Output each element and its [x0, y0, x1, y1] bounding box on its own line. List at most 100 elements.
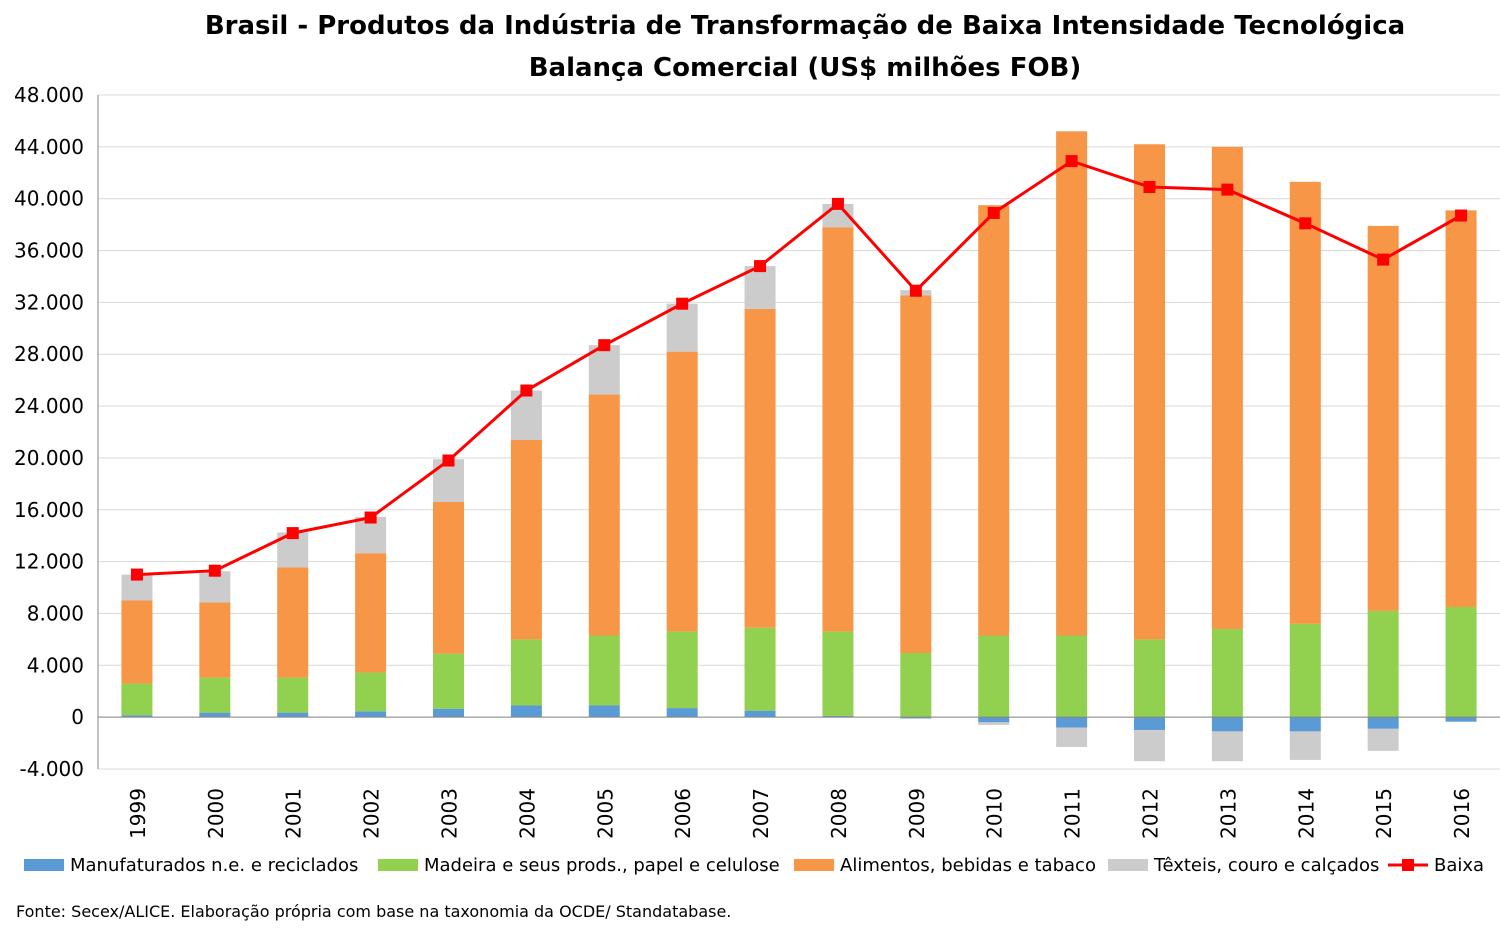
bar-2-2003 — [433, 501, 464, 654]
bar-1-2016 — [1445, 606, 1477, 718]
y-tick-label: 12.000 — [14, 550, 84, 574]
bar-0-2007 — [744, 710, 776, 718]
line-point-2014 — [1299, 217, 1312, 230]
line-series — [130, 155, 1468, 581]
bar-3-2010 — [978, 722, 1010, 725]
y-tick-label: 4.000 — [27, 653, 84, 677]
line-point-2009 — [909, 284, 922, 297]
bar-2-2015 — [1367, 225, 1399, 611]
x-tick-label: 2011 — [1061, 788, 1085, 839]
bar-2-2012 — [1134, 144, 1165, 640]
bar-0-2000 — [199, 712, 231, 718]
bar-3-2004 — [510, 390, 542, 440]
bar-2-1999 — [121, 600, 153, 684]
legend-swatch-0 — [24, 859, 64, 871]
y-tick-label: 0 — [71, 705, 84, 729]
bar-1-2007 — [744, 627, 776, 711]
bar-0-2001 — [277, 712, 309, 718]
bar-1-2013 — [1211, 629, 1243, 718]
bar-1-2009 — [900, 652, 932, 718]
x-tick-label: 1999 — [126, 788, 150, 839]
line-point-2001 — [286, 527, 299, 540]
bar-1-2011 — [1056, 635, 1088, 718]
line-point-2007 — [754, 260, 767, 273]
bar-2-2016 — [1445, 210, 1477, 607]
x-tick-label: 2014 — [1294, 788, 1318, 839]
bar-2-2006 — [666, 351, 698, 632]
y-tick-label: 16.000 — [14, 498, 84, 522]
bar-1-2001 — [277, 677, 309, 713]
gridlines — [98, 94, 1500, 770]
bar-2-2007 — [744, 308, 776, 628]
x-tick-label: 2012 — [1139, 788, 1163, 839]
bar-3-2014 — [1289, 731, 1321, 760]
x-tick-label: 2015 — [1372, 788, 1396, 839]
y-tick-label: 28.000 — [14, 342, 84, 366]
y-tick-label: 20.000 — [14, 446, 84, 470]
line-point-1999 — [130, 568, 143, 581]
bar-1-2003 — [433, 653, 464, 709]
bar-3-2007 — [744, 266, 776, 309]
bar-0-2004 — [510, 705, 542, 718]
line-point-2002 — [364, 511, 377, 524]
bar-0-2016 — [1445, 717, 1477, 722]
x-tick-label: 2009 — [905, 788, 929, 839]
legend-swatch-3 — [1108, 859, 1148, 871]
line-point-2006 — [676, 297, 689, 310]
bar-2-2010 — [978, 205, 1010, 636]
line-point-2015 — [1377, 253, 1390, 266]
line-point-2010 — [987, 206, 1000, 219]
bar-2-2009 — [900, 295, 932, 653]
x-tick-label: 2016 — [1450, 788, 1474, 839]
line-point-2004 — [520, 384, 533, 397]
source-note: Fonte: Secex/ALICE. Elaboração própria c… — [16, 902, 731, 921]
bar-0-2011 — [1056, 717, 1088, 728]
x-tick-label: 2007 — [749, 788, 773, 839]
x-tick-label: 2001 — [282, 788, 306, 839]
legend-label-2: Alimentos, bebidas e tabaco — [840, 855, 1096, 876]
bar-1-2015 — [1367, 610, 1399, 718]
line-path-baixa — [136, 159, 1462, 577]
legend-label-3: Têxteis, couro e calçados — [1153, 855, 1379, 876]
bar-1-2010 — [978, 635, 1010, 718]
line-point-2016 — [1455, 209, 1468, 222]
bar-3-2006 — [666, 303, 698, 352]
bars — [98, 131, 1500, 762]
y-tick-label: 36.000 — [14, 239, 84, 263]
line-point-2013 — [1221, 183, 1234, 196]
x-tick-label: 2006 — [671, 788, 695, 839]
bar-0-2010 — [978, 717, 1010, 723]
y-tick-label: 44.000 — [14, 135, 84, 159]
bar-0-2014 — [1289, 717, 1321, 732]
line-point-2005 — [598, 339, 611, 352]
y-tick-label: -4.000 — [20, 757, 84, 781]
y-tick-label: 40.000 — [14, 187, 84, 211]
x-tick-label: 2003 — [438, 788, 462, 839]
chart-subtitle: Balança Comercial (US$ milhões FOB) — [529, 53, 1082, 83]
x-tick-label: 2002 — [360, 788, 384, 839]
legend-swatch-marker — [1402, 859, 1414, 871]
bar-1-2005 — [588, 635, 620, 706]
bar-0-2003 — [433, 708, 464, 718]
bar-2-2001 — [277, 567, 309, 678]
legend-label-4: Baixa — [1434, 855, 1484, 876]
bar-0-2005 — [588, 705, 620, 718]
bar-2-2000 — [199, 602, 231, 678]
bar-0-1999 — [121, 715, 153, 718]
bar-0-2012 — [1134, 717, 1165, 731]
bar-0-2006 — [666, 708, 698, 718]
y-tick-label: 32.000 — [14, 290, 84, 314]
bar-2-2004 — [510, 439, 542, 640]
bar-3-2012 — [1134, 730, 1165, 762]
bar-1-2004 — [510, 639, 542, 706]
chart-title: Brasil - Produtos da Indústria de Transf… — [205, 11, 1405, 41]
x-tick-label: 2005 — [593, 788, 617, 839]
x-tick-label: 2004 — [515, 788, 539, 839]
bar-1-2014 — [1289, 623, 1321, 718]
line-point-2008 — [831, 197, 844, 210]
bar-2-2005 — [588, 394, 620, 636]
line-point-2003 — [442, 454, 455, 467]
x-tick-label: 2013 — [1216, 788, 1240, 839]
x-tick-label: 2010 — [983, 788, 1007, 839]
